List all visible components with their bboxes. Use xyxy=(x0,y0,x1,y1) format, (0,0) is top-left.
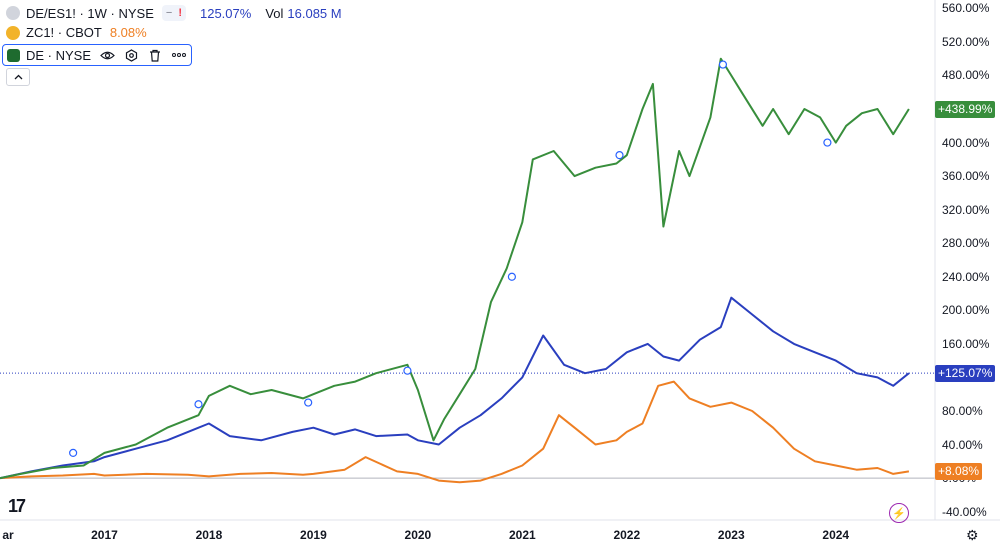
x-tick-label: 2024 xyxy=(822,528,850,542)
volume-value: 16.085 M xyxy=(287,5,342,21)
more-icon[interactable] xyxy=(171,47,187,63)
main-symbol[interactable]: DE/ES1! · 1W · NYSE xyxy=(26,5,154,21)
x-tick-label: 2022 xyxy=(613,528,641,542)
event-marker[interactable] xyxy=(403,366,412,375)
symbol-logo-icon xyxy=(6,6,20,20)
alert-mark: ! xyxy=(178,7,182,19)
x-tick-label: 2020 xyxy=(404,528,432,542)
event-marker[interactable] xyxy=(823,138,832,147)
corn-series-line[interactable] xyxy=(0,380,910,484)
reference-lines xyxy=(0,372,935,479)
y-tick-label: 400.00% xyxy=(942,135,990,150)
y-tick-label: 200.00% xyxy=(942,303,990,318)
de-last-value-badge: +438.99% xyxy=(935,101,996,119)
event-marker[interactable] xyxy=(194,400,203,409)
event-marker[interactable] xyxy=(615,151,624,160)
y-tick-label: 560.00% xyxy=(942,1,990,16)
volume-label: Vol xyxy=(265,5,284,21)
y-tick-label: 40.00% xyxy=(942,437,983,452)
legend-compare[interactable]: ZC1! · CBOT 8.08% xyxy=(6,25,147,40)
ratio-series-line[interactable] xyxy=(0,296,910,480)
alert-button[interactable]: − ! xyxy=(161,5,186,21)
main-change: 125.07% xyxy=(199,5,252,21)
corn-logo-icon xyxy=(6,25,20,40)
trash-icon[interactable] xyxy=(147,47,163,63)
y-tick-label: 160.00% xyxy=(942,336,990,351)
minus-icon: − xyxy=(165,7,173,19)
corn-last-value-badge: +8.08% xyxy=(935,463,983,481)
chevron-up-icon xyxy=(14,72,23,83)
y-tick-label: 320.00% xyxy=(942,202,990,217)
legend-series-de[interactable]: DE · NYSE xyxy=(2,44,193,66)
event-marker[interactable] xyxy=(69,448,78,458)
gear-icon[interactable]: ⚙ xyxy=(966,527,979,543)
flash-icon[interactable]: ⚡ xyxy=(889,503,909,523)
y-tick-label: 480.00% xyxy=(942,68,990,83)
x-tick-label: 2019 xyxy=(300,528,327,542)
event-markers xyxy=(69,60,832,458)
x-tick-label: 2018 xyxy=(195,528,223,542)
settings-icon[interactable] xyxy=(123,47,139,63)
x-tick-label: 2017 xyxy=(91,528,118,542)
compare-symbol[interactable]: ZC1! · CBOT xyxy=(26,25,102,40)
deere-logo-icon xyxy=(7,48,20,62)
eye-icon[interactable] xyxy=(99,47,115,63)
y-tick-label: 280.00% xyxy=(942,236,990,251)
x-tick-label: ar xyxy=(2,528,14,542)
event-marker[interactable] xyxy=(304,398,313,407)
de-series-line[interactable] xyxy=(0,57,910,480)
series-lines xyxy=(0,57,910,484)
x-tick-label: 2021 xyxy=(508,528,536,542)
y-tick-label: -40.00% xyxy=(942,504,987,519)
event-marker[interactable] xyxy=(718,60,728,69)
y-tick-label: 240.00% xyxy=(942,269,990,284)
y-tick-label: 360.00% xyxy=(942,169,990,184)
ratio-last-value-badge: +125.07% xyxy=(935,365,996,383)
y-tick-label: 80.00% xyxy=(942,403,983,418)
collapse-legend-button[interactable] xyxy=(6,68,30,86)
series-label[interactable]: DE · NYSE xyxy=(26,47,92,63)
legend-main[interactable]: DE/ES1! · 1W · NYSE − ! 125.07% Vol 16.0… xyxy=(6,5,342,21)
event-marker[interactable] xyxy=(507,272,516,281)
y-tick-label: 520.00% xyxy=(942,34,990,49)
tradingview-logo[interactable]: 17 xyxy=(8,496,26,516)
compare-change: 8.08% xyxy=(109,25,147,40)
x-tick-label: 2023 xyxy=(717,528,745,542)
